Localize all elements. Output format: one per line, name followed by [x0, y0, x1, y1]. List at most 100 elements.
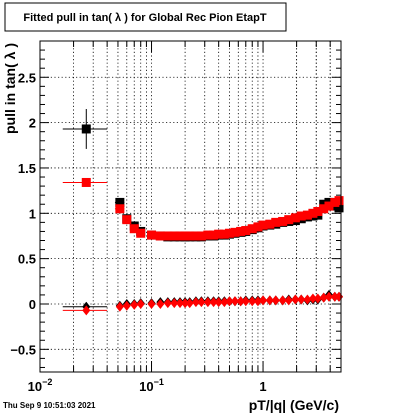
- data-point: [225, 296, 234, 307]
- data-point: [122, 300, 131, 311]
- data-point: [136, 298, 145, 309]
- y-tick-label: 0.5: [18, 252, 36, 267]
- data-point: [296, 211, 306, 221]
- x-tick-labels: 10−2 10−1 1: [28, 377, 267, 394]
- data-point: [253, 296, 262, 307]
- data-point: [129, 224, 139, 234]
- data-point: [330, 291, 339, 302]
- data-point: [319, 199, 329, 209]
- data-point: [155, 231, 165, 241]
- grid: [40, 41, 342, 372]
- data-point: [258, 220, 268, 230]
- data-point: [81, 177, 91, 187]
- plot-frame: [39, 40, 342, 373]
- data-point: [170, 298, 179, 309]
- data-point: [313, 206, 323, 216]
- data-point: [203, 297, 212, 308]
- data-point: [185, 298, 194, 309]
- data-point: [122, 215, 132, 225]
- data-point: [156, 298, 165, 309]
- data-point: [284, 215, 294, 225]
- data-point: [247, 224, 257, 234]
- plot-series: [62, 109, 344, 316]
- data-point: [136, 228, 146, 238]
- data-point: [290, 213, 300, 223]
- data-point: [115, 204, 125, 214]
- y-tick-label: −0.5: [10, 342, 36, 357]
- data-point: [169, 231, 179, 241]
- data-point: [265, 295, 274, 306]
- data-point: [180, 231, 190, 241]
- data-point: [253, 222, 263, 232]
- x-tick-label: 10−2: [28, 377, 53, 394]
- data-point: [220, 297, 229, 308]
- data-point: [214, 229, 224, 239]
- y-tick-label: 0: [29, 297, 36, 312]
- data-point: [203, 230, 213, 240]
- data-point: [284, 295, 293, 306]
- x-tick-label: 10−1: [139, 377, 164, 394]
- data-point: [115, 197, 125, 207]
- data-point: [291, 294, 300, 305]
- chart-title: Fitted pull in tan( λ ) for Global Rec P…: [23, 12, 267, 24]
- data-point: [191, 297, 200, 308]
- data-point: [115, 301, 124, 312]
- data-point: [82, 305, 91, 316]
- data-point: [278, 295, 287, 306]
- data-point: [175, 298, 184, 309]
- y-tick-label: 1.5: [18, 161, 36, 176]
- data-point: [209, 297, 218, 308]
- data-point: [313, 293, 322, 304]
- timestamp-footer: Thu Sep 9 10:51:03 2021: [3, 401, 96, 410]
- y-tick-label: 2: [29, 116, 36, 131]
- x-tick-label: 1: [259, 379, 266, 394]
- data-point: [297, 294, 306, 305]
- data-point: [265, 219, 275, 229]
- y-tick-labels: −0.5 0 0.5 1 1.5 2 2.5: [10, 70, 36, 357]
- data-point: [334, 203, 344, 213]
- data-point: [147, 298, 156, 309]
- y-tick-label: 2.5: [18, 70, 36, 85]
- data-point: [236, 296, 245, 307]
- data-point: [197, 297, 206, 308]
- data-point: [219, 229, 229, 239]
- data-point: [185, 231, 195, 241]
- data-point: [278, 216, 288, 226]
- data-point: [175, 231, 185, 241]
- y-tick-label: 1: [29, 206, 36, 221]
- data-point: [271, 295, 280, 306]
- data-point: [319, 292, 328, 303]
- data-point: [324, 291, 333, 302]
- chart-title-box: Fitted pull in tan( λ ) for Global Rec P…: [4, 2, 287, 32]
- data-point: [324, 201, 334, 211]
- x-axis-title: pT/|q| (GeV/c): [249, 397, 339, 413]
- data-point: [230, 227, 240, 237]
- data-point: [303, 294, 312, 305]
- data-point: [224, 228, 234, 238]
- data-point: [147, 230, 157, 240]
- data-point: [163, 231, 173, 241]
- data-point: [248, 296, 257, 307]
- data-point: [308, 208, 318, 218]
- data-point: [181, 298, 190, 309]
- data-point: [130, 299, 139, 310]
- data-point: [230, 296, 239, 307]
- y-axis-title: pull in tan( λ ): [2, 43, 18, 134]
- data-point: [271, 217, 281, 227]
- data-point: [302, 210, 312, 220]
- data-point: [236, 226, 246, 236]
- data-point: [308, 293, 317, 304]
- data-point: [214, 297, 223, 308]
- series-3: [62, 291, 344, 316]
- data-point: [81, 124, 91, 134]
- data-point: [241, 226, 251, 236]
- data-point: [319, 204, 329, 214]
- data-point: [241, 296, 250, 307]
- data-point: [163, 298, 172, 309]
- data-point: [196, 231, 206, 241]
- data-point: [209, 230, 219, 240]
- data-point: [259, 295, 268, 306]
- data-point: [191, 231, 201, 241]
- data-point: [334, 196, 344, 206]
